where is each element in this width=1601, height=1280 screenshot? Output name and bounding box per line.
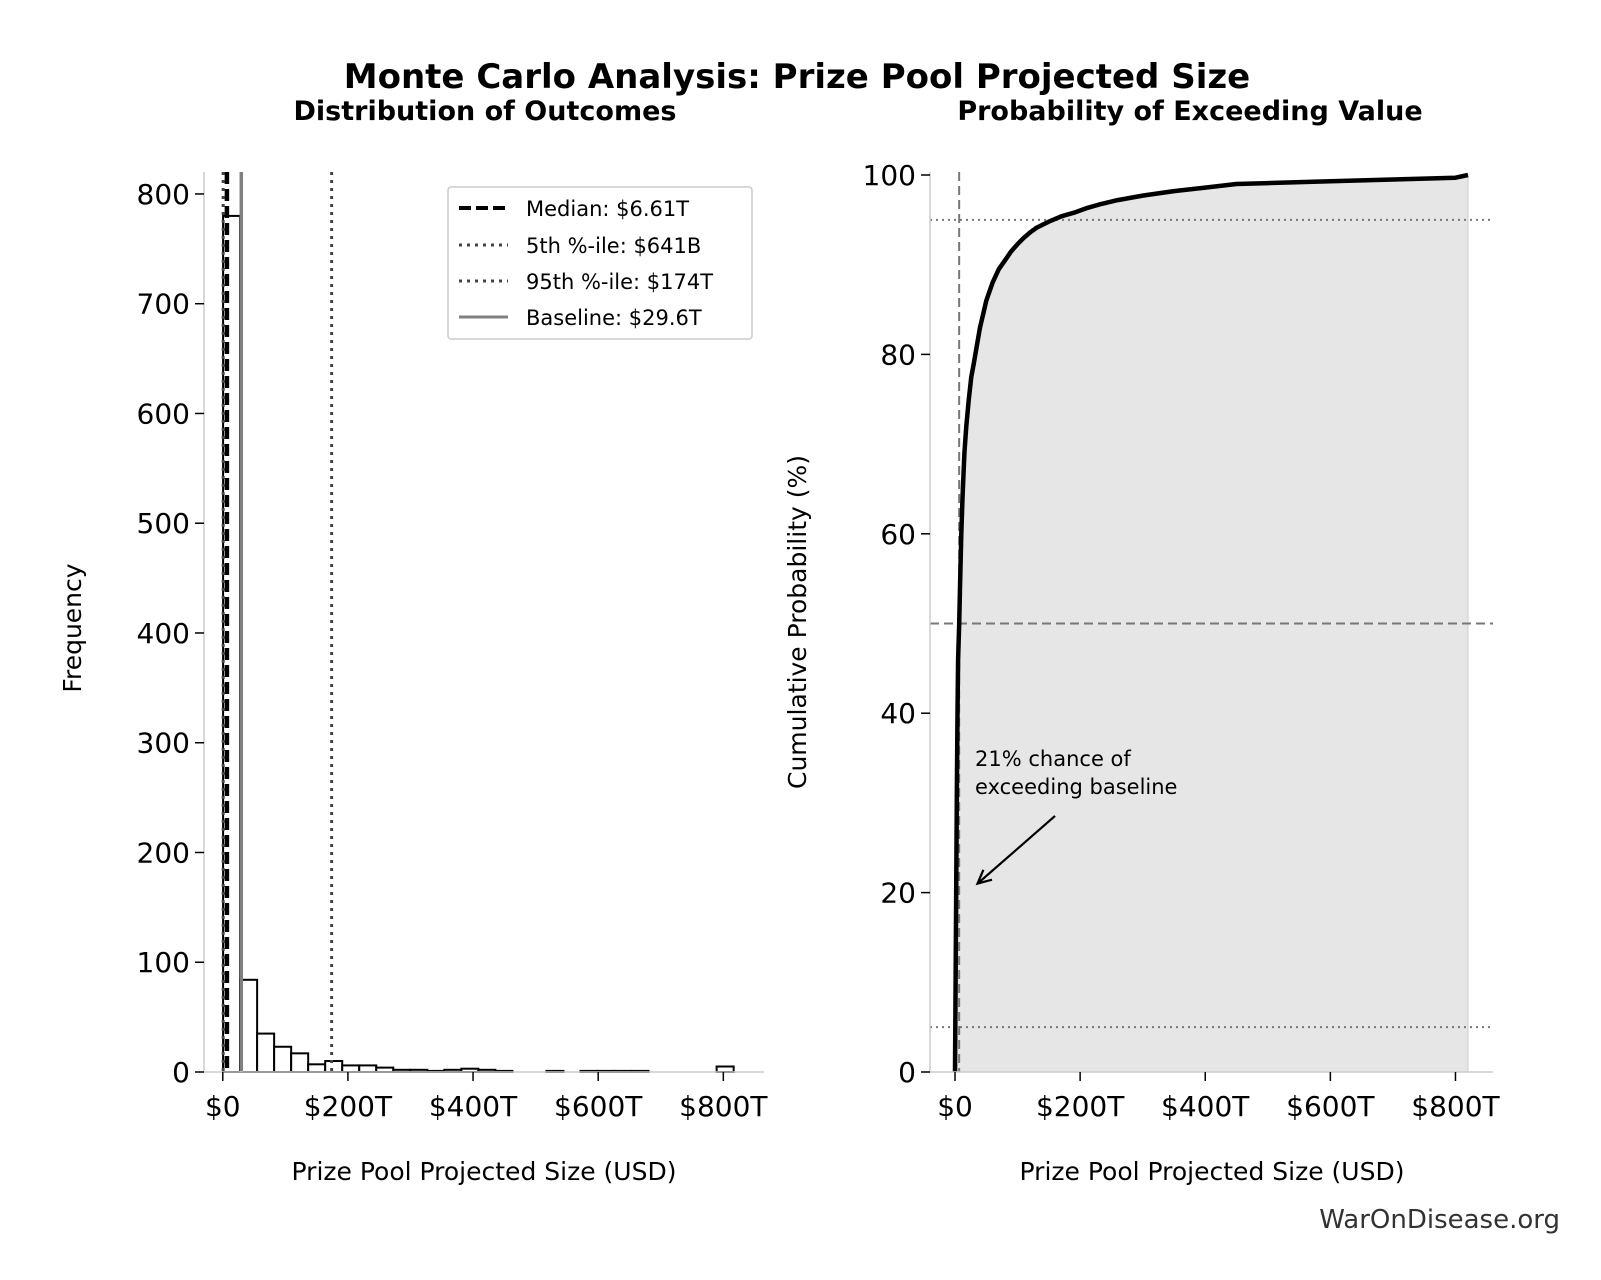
y-tick-label: 60 [880,518,916,551]
x-tick-label: $0 [205,1090,241,1123]
y-tick-label: 100 [137,946,190,979]
figure-title: Monte Carlo Analysis: Prize Pool Project… [344,57,1250,97]
histogram-bars [222,214,735,1074]
legend-label-p5: 5th %-ile: $641B [526,234,701,258]
histogram-title: Distribution of Outcomes [294,96,677,127]
exceedance-x-label: Prize Pool Projected Size (USD) [1020,1157,1405,1186]
histogram-reference-lines [221,172,334,1072]
x-tick-label: $800T [1411,1090,1500,1123]
annotation-line-1: 21% chance of [975,747,1131,771]
y-tick-label: 800 [137,178,190,211]
exceedance-curve [952,172,1469,1073]
exceedance-title: Probability of Exceeding Value [957,96,1422,127]
x-tick-label: $400T [429,1090,518,1123]
y-tick-label: 200 [137,836,190,869]
y-tick-label: 20 [880,877,916,910]
credit: WarOnDisease.org [1319,1205,1560,1235]
histogram-x-ticks: $0 $200T $400T $600T $800T [205,1072,768,1123]
x-tick-label: $600T [1286,1090,1375,1123]
exceedance-panel: Probability of Exceeding Value 0 20 40 60 80… [783,96,1501,1186]
y-tick-label: 600 [137,397,190,430]
histogram-bar [273,1045,293,1074]
x-tick-label: $400T [1161,1090,1250,1123]
histogram-bar [290,1052,310,1073]
y-tick-label: 0 [898,1056,916,1089]
y-tick-label: 400 [137,617,190,650]
histogram-y-label: Frequency [58,563,87,692]
annotation-line-2: exceeding baseline [975,775,1177,799]
x-tick-label: $800T [679,1090,768,1123]
x-tick-label: $200T [304,1090,393,1123]
y-tick-label: 300 [137,727,190,760]
histogram-bar [341,1064,361,1074]
legend-box [447,186,753,340]
histogram-x-label: Prize Pool Projected Size (USD) [292,1157,677,1186]
y-tick-label: 100 [863,159,916,192]
annotation: 21% chance of exceeding baseline [975,747,1177,886]
annotation-arrow-head [975,869,993,886]
y-tick-label: 80 [880,338,916,371]
y-tick-label: 0 [172,1056,190,1089]
legend-label-baseline: Baseline: $29.6T [526,306,702,330]
histogram-panel: Distribution of Outcomes 0 100 200 300 400 50… [58,96,768,1186]
exceedance-y-label: Cumulative Probability (%) [783,455,812,789]
histogram-y-ticks: 0 100 200 300 400 500 600 700 800 [137,178,204,1089]
y-tick-label: 500 [137,507,190,540]
y-tick-label: 40 [880,697,916,730]
histogram-bar [256,1032,276,1073]
legend-label-p95: 95th %-ile: $174T [526,270,713,294]
legend: Median: $6.61T 5th %-ile: $641B 95th %-i… [447,186,753,340]
histogram-bar [358,1064,378,1074]
annotation-arrow [976,815,1056,885]
x-tick-label: $200T [1036,1090,1125,1123]
x-tick-label: $0 [937,1090,973,1123]
histogram-bar [324,1060,344,1074]
histogram-bar [715,1065,735,1074]
histogram-bar [307,1063,327,1073]
x-tick-label: $600T [554,1090,643,1123]
y-tick-label: 700 [137,288,190,321]
exceedance-reference-lines [930,218,1493,1029]
legend-label-median: Median: $6.61T [526,197,689,221]
exceedance-y-ticks: 0 20 40 60 80 100 [863,159,930,1089]
exceedance-x-ticks: $0 $200T $400T $600T $800T [937,1072,1501,1123]
